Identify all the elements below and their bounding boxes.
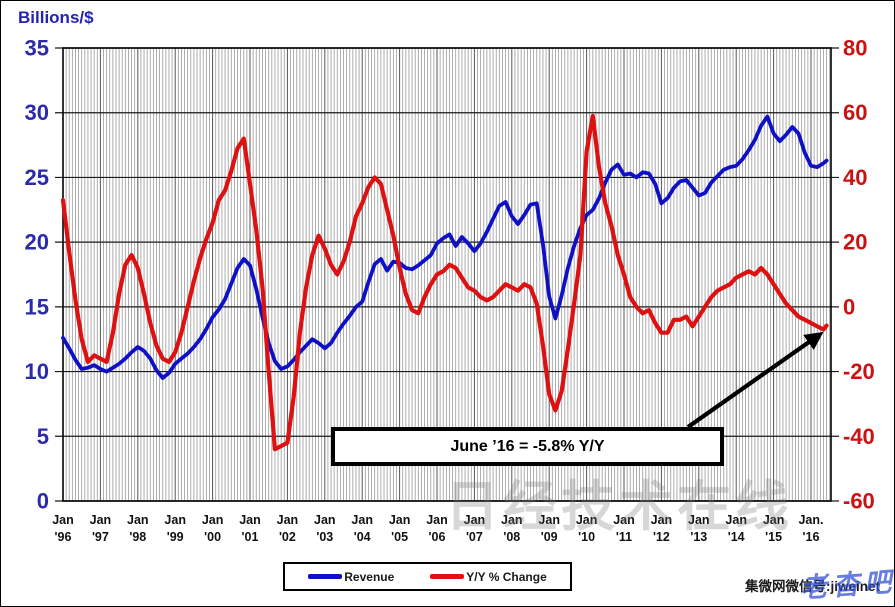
svg-text:'96: '96 (55, 530, 72, 544)
svg-text:'01: '01 (242, 530, 259, 544)
svg-text:Jan: Jan (613, 513, 635, 527)
svg-text:'04: '04 (354, 530, 371, 544)
svg-text:'14: '14 (728, 530, 745, 544)
revenue-line-swatch (308, 574, 343, 579)
svg-text:Jan: Jan (426, 513, 448, 527)
svg-text:Jan: Jan (127, 513, 149, 527)
svg-text:20: 20 (843, 230, 867, 255)
svg-text:'06: '06 (429, 530, 446, 544)
svg-text:'12: '12 (653, 530, 670, 544)
svg-text:-40: -40 (843, 424, 875, 449)
svg-text:Jan: Jan (538, 513, 560, 527)
svg-text:Jan: Jan (239, 513, 261, 527)
svg-text:'98: '98 (129, 530, 146, 544)
svg-text:Jan: Jan (651, 513, 673, 527)
svg-text:'08: '08 (503, 530, 520, 544)
svg-text:'02: '02 (279, 530, 296, 544)
svg-text:Jan: Jan (576, 513, 598, 527)
svg-text:'15: '15 (765, 530, 782, 544)
svg-text:'07: '07 (466, 530, 483, 544)
svg-text:'05: '05 (391, 530, 408, 544)
legend-label-yoy: Y/Y % Change (466, 569, 547, 584)
svg-text:Jan: Jan (351, 513, 373, 527)
svg-text:'00: '00 (204, 530, 221, 544)
svg-text:20: 20 (25, 230, 49, 255)
svg-text:Jan: Jan (52, 513, 74, 527)
svg-text:Jan: Jan (202, 513, 224, 527)
annotation-text: June ’16 = -5.8% Y/Y (450, 437, 605, 455)
svg-text:'11: '11 (616, 530, 632, 544)
svg-text:Jan: Jan (688, 513, 710, 527)
svg-text:Jan: Jan (277, 513, 299, 527)
svg-text:5: 5 (37, 424, 49, 449)
svg-text:'16: '16 (803, 530, 820, 544)
svg-text:Jan.: Jan. (798, 513, 823, 527)
watermark-source-text: 集微网微信号:jiweinet (745, 579, 881, 594)
svg-text:25: 25 (25, 165, 49, 190)
svg-text:'97: '97 (92, 530, 109, 544)
chart-legend: Revenue Y/Y % Change (283, 562, 572, 591)
svg-text:40: 40 (843, 165, 867, 190)
watermark-center: 日经技术在线 (445, 477, 793, 537)
svg-text:Jan: Jan (725, 513, 747, 527)
svg-text:'10: '10 (578, 530, 595, 544)
svg-text:'13: '13 (690, 530, 707, 544)
svg-text:30: 30 (25, 100, 49, 125)
left-axis-title: Billions/$ (18, 8, 94, 27)
svg-text:35: 35 (25, 36, 49, 61)
watermark-signature: 老杳吧 (799, 566, 895, 604)
annotation-callout: June ’16 = -5.8% Y/Y (331, 427, 724, 466)
svg-text:'99: '99 (167, 530, 184, 544)
yoy-line-swatch (430, 574, 465, 579)
svg-text:-20: -20 (843, 359, 875, 384)
svg-text:-60: -60 (843, 489, 875, 514)
svg-text:15: 15 (25, 294, 49, 319)
svg-text:60: 60 (843, 100, 867, 125)
legend-item-revenue: Revenue (308, 570, 394, 584)
svg-text:Jan: Jan (464, 513, 486, 527)
svg-text:0: 0 (37, 489, 49, 514)
svg-text:80: 80 (843, 36, 867, 61)
svg-text:0: 0 (843, 294, 855, 319)
svg-text:Jan: Jan (314, 513, 336, 527)
svg-text:Jan: Jan (501, 513, 523, 527)
svg-text:10: 10 (25, 359, 49, 384)
svg-text:Jan: Jan (164, 513, 186, 527)
svg-text:Jan: Jan (90, 513, 112, 527)
svg-text:'03: '03 (316, 530, 333, 544)
legend-label-revenue: Revenue (344, 569, 395, 584)
svg-text:Jan: Jan (763, 513, 785, 527)
legend-item-yoy: Y/Y % Change (430, 569, 547, 584)
svg-text:Jan: Jan (389, 513, 411, 527)
svg-text:'09: '09 (541, 530, 558, 544)
